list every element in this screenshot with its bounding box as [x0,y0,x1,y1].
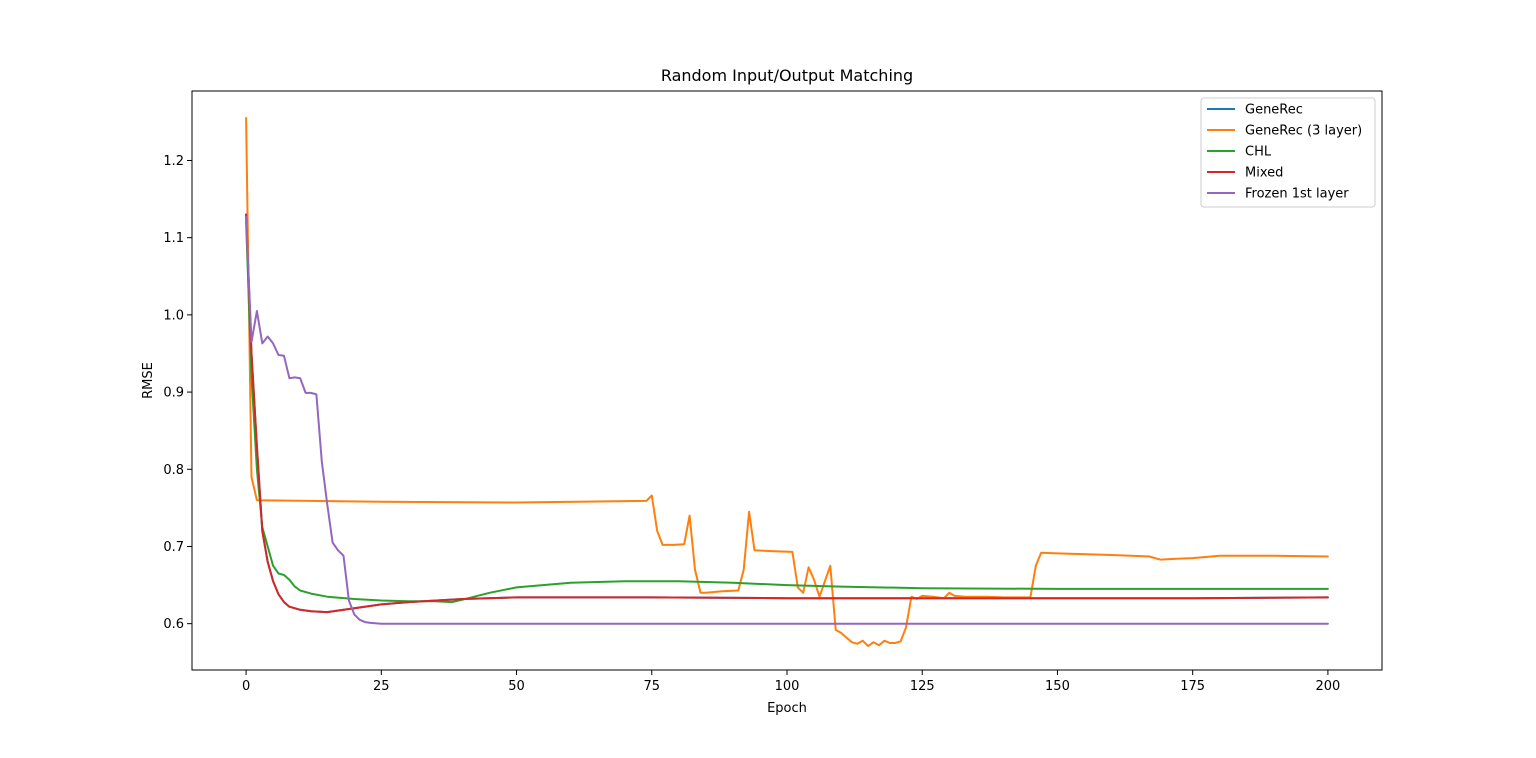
x-tick-label: 125 [910,679,935,694]
x-tick-label: 175 [1180,679,1205,694]
x-axis-label: Epoch [767,701,807,716]
series-line-4 [245,213,1329,614]
y-tick-label: 1.0 [163,308,184,323]
legend-box [1200,97,1376,208]
y-tick-label: 1.2 [163,154,184,169]
x-tick-label: 200 [1315,679,1340,694]
legend-entry-label: CHL [1245,145,1272,160]
series-line-5 [245,215,1329,625]
series-layer [245,117,1329,648]
x-tick-label: 75 [643,679,660,694]
series-line-2 [245,117,1329,648]
x-axis-ticks: 0 25 50 75 100 125 150 175 200 [242,670,1340,694]
x-tick-label: 25 [373,679,390,694]
x-tick-label: 0 [242,679,250,694]
y-axis-label: RMSE [141,362,156,399]
x-tick-label: 100 [775,679,800,694]
y-axis-ticks: 0.6 0.7 0.8 0.9 1.0 1.1 1.2 [163,154,192,632]
y-tick-label: 0.7 [163,540,184,555]
legend-entry-label: Frozen 1st layer [1245,187,1349,202]
x-tick-label: 150 [1045,679,1070,694]
chart-title: Random Input/Output Matching [661,66,913,85]
y-tick-label: 0.9 [163,386,184,401]
y-tick-label: 0.6 [163,617,184,632]
legend: GeneRec GeneRec (3 layer) CHL Mixed Frozen 1… [1200,97,1376,208]
y-tick-label: 1.1 [163,231,184,246]
legend-entry-label: GeneRec [1245,103,1303,118]
x-tick-label: 50 [508,679,525,694]
legend-entry-label: Mixed [1245,166,1283,181]
legend-entry-label: GeneRec (3 layer) [1245,124,1362,139]
y-tick-label: 0.8 [163,463,184,478]
